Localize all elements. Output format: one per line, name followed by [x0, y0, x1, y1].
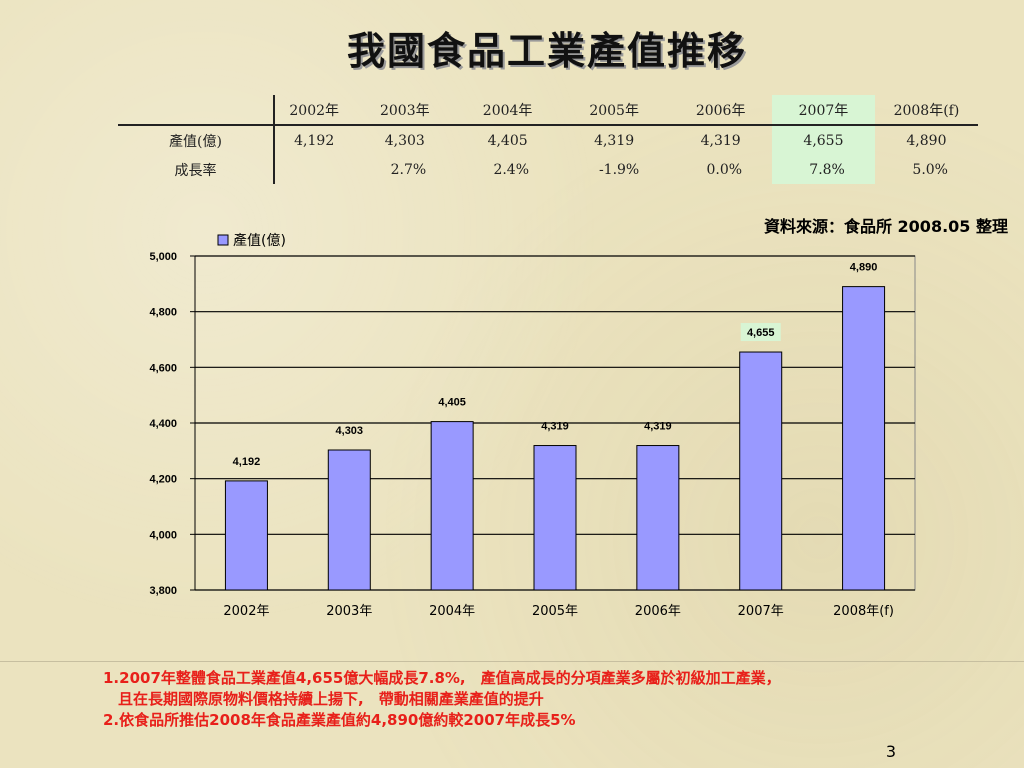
bar	[842, 286, 886, 591]
table-row: 產值(億) 4,192 4,303 4,405 4,319 4,319 4,65…	[118, 125, 978, 155]
y-tick-label: 4,400	[149, 418, 177, 430]
bar	[224, 480, 268, 591]
table-cell	[274, 155, 353, 184]
x-tick-label: 2008年(f)	[833, 604, 894, 619]
note-line: 1.2007年整體食品工業產值4,655億大幅成長7.8%, 產值高成長的分項產…	[103, 669, 781, 687]
bar	[430, 421, 474, 591]
table-cell: 2.4%	[493, 161, 530, 178]
table-cell: 0.0%	[706, 161, 743, 178]
table-cell: 4,890	[906, 132, 947, 149]
table-header-row: 2002年 2003年 2004年 2005年 2006年 2007年 2008…	[118, 95, 978, 125]
data-label: 4,319	[541, 421, 569, 433]
column-header: 2003年	[379, 102, 430, 119]
column-header: 2006年	[695, 102, 746, 119]
table-cell: 7.8%	[772, 155, 875, 184]
table-cell: 4,303	[384, 132, 425, 149]
data-label: 4,405	[438, 397, 466, 409]
page-number: 3	[885, 742, 896, 761]
y-tick-label: 3,800	[149, 585, 177, 597]
column-header: 2005年	[589, 102, 639, 119]
y-tick-label: 4,600	[149, 362, 177, 374]
notes: 1.2007年整體食品工業產值4,655億大幅成長7.8%, 產值高成長的分項產…	[103, 668, 781, 731]
table-cell: 4,319	[594, 132, 635, 149]
x-tick-label: 2002年	[223, 604, 269, 619]
data-label: 4,319	[644, 421, 672, 433]
y-tick-label: 5,000	[149, 251, 177, 263]
y-tick-label: 4,800	[149, 307, 177, 319]
data-label-highlight	[740, 323, 781, 342]
table-cell: 2.7%	[390, 161, 427, 178]
legend-label: 產值(億)	[233, 232, 286, 249]
page-title: 我國食品工業產值推移	[346, 29, 747, 73]
table-row: 成長率 2.7% 2.4% -1.9% 0.0% 7.8% 5.0%	[118, 155, 978, 184]
table-corner-cell	[118, 95, 275, 125]
table-cell: 4,192	[294, 132, 335, 149]
x-tick-label: 2006年	[635, 604, 681, 619]
column-header: 2004年	[482, 102, 533, 119]
data-label: 4,655	[747, 327, 775, 339]
column-header: 2007年	[772, 95, 875, 125]
row-label: 成長率	[118, 155, 275, 184]
table-cell: 4,405	[487, 132, 528, 149]
table-cell: -1.9%	[598, 161, 640, 178]
data-label: 4,303	[336, 425, 364, 437]
note-line: 2.依食品所推估2008年食品產業產值約4,890億約較2007年成長5%	[103, 711, 576, 729]
note-line: 且在長期國際原物料價格持續上揚下, 帶動相關產業產值的提升	[103, 690, 544, 708]
x-tick-label: 2003年	[326, 604, 372, 619]
bar	[739, 351, 783, 591]
bar-chart: 3,800 4,000 4,200 4,400 4,600 4,800 5,000 4,192…	[149, 232, 916, 619]
legend-swatch	[217, 234, 229, 246]
table-cell: 4,655	[772, 125, 875, 155]
data-table: 2002年 2003年 2004年 2005年 2006年 2007年 2008…	[118, 95, 978, 184]
divider	[0, 661, 1024, 662]
bar	[636, 445, 680, 591]
y-tick-label: 4,000	[149, 529, 177, 541]
table-cell: 4,319	[700, 132, 741, 149]
x-tick-label: 2007年	[738, 604, 784, 619]
column-header: 2008年(f)	[893, 102, 960, 119]
data-label: 4,192	[233, 456, 261, 468]
bar	[533, 445, 577, 591]
source-note: 資料來源：食品所 2008.05 整理	[763, 217, 1008, 236]
bar	[327, 449, 371, 591]
data-label: 4,890	[850, 262, 878, 274]
row-label: 產值(億)	[118, 125, 275, 155]
y-tick-label: 4,200	[149, 474, 177, 486]
table-cell: 5.0%	[912, 161, 948, 178]
column-header: 2002年	[289, 102, 340, 119]
x-tick-label: 2004年	[429, 604, 475, 619]
x-tick-label: 2005年	[532, 604, 578, 619]
